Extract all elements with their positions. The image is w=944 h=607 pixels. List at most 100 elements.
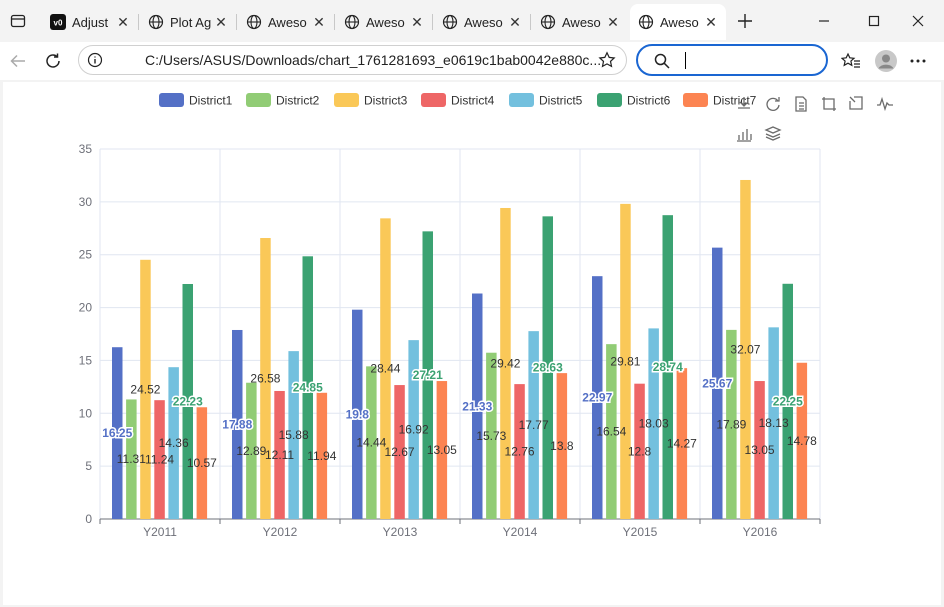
- bar-district1[interactable]: [232, 329, 243, 519]
- legend-label[interactable]: District2: [276, 94, 320, 108]
- tab-label: Aweso: [366, 14, 405, 30]
- legend-swatch[interactable]: [334, 93, 359, 107]
- bar-district1[interactable]: [592, 276, 603, 519]
- bar-district1[interactable]: [712, 247, 723, 520]
- data-label: 22.97: [582, 391, 612, 405]
- tab-close-icon[interactable]: ✕: [607, 13, 619, 30]
- more-button[interactable]: [903, 46, 933, 76]
- bar-chart-icon[interactable]: [737, 129, 752, 142]
- line-chart-icon[interactable]: [877, 96, 893, 112]
- tab-close-icon[interactable]: ✕: [705, 13, 717, 30]
- zoom-reset-icon[interactable]: [849, 96, 863, 110]
- bar-district4[interactable]: [274, 390, 285, 519]
- tab-close-icon[interactable]: ✕: [215, 13, 227, 30]
- browser-tab[interactable]: Aweso ✕: [434, 4, 530, 40]
- search-icon: [654, 53, 670, 69]
- y-tick-label: 35: [79, 142, 93, 156]
- bar-district6[interactable]: [302, 256, 314, 519]
- bar-district7[interactable]: [196, 407, 208, 519]
- browser-tab[interactable]: Aweso ✕: [532, 4, 628, 40]
- favorites-button[interactable]: [836, 46, 866, 76]
- bar-district4[interactable]: [394, 385, 405, 519]
- bar-district5[interactable]: [528, 331, 539, 519]
- favorite-star-icon[interactable]: [598, 51, 616, 69]
- bar-district6[interactable]: [782, 283, 794, 519]
- bar-district3[interactable]: [740, 179, 751, 519]
- browser-tab[interactable]: Aweso ✕: [630, 4, 726, 40]
- bar-district5[interactable]: [168, 367, 179, 519]
- data-label: 11.31: [117, 452, 146, 466]
- legend-label[interactable]: District5: [539, 94, 583, 108]
- maximize-button[interactable]: [857, 4, 891, 38]
- bar-district1[interactable]: [352, 309, 363, 519]
- bar-district2[interactable]: [126, 399, 137, 519]
- bar-district6[interactable]: [182, 283, 194, 519]
- bar-district3[interactable]: [380, 218, 391, 519]
- bar-district2[interactable]: [606, 344, 617, 519]
- bar-district7[interactable]: [796, 362, 808, 519]
- tab-actions-button[interactable]: [1, 4, 35, 38]
- bar-district7[interactable]: [436, 381, 448, 519]
- data-label: 11.24: [145, 453, 174, 467]
- bar-district3[interactable]: [620, 203, 631, 519]
- browser-tab[interactable]: Aweso ✕: [238, 4, 334, 40]
- browser-tab[interactable]: Aweso ✕: [336, 4, 432, 40]
- bar-district7[interactable]: [556, 373, 568, 519]
- legend-swatch[interactable]: [421, 93, 446, 107]
- bar-district5[interactable]: [768, 327, 779, 519]
- new-tab-button[interactable]: [728, 4, 762, 38]
- y-tick-label: 20: [79, 301, 93, 315]
- bar-district2[interactable]: [246, 382, 257, 519]
- search-box[interactable]: [636, 44, 828, 76]
- data-label: 12.76: [505, 445, 535, 459]
- bar-district4[interactable]: [514, 384, 525, 519]
- bar-district3[interactable]: [500, 207, 511, 519]
- bar-district6[interactable]: [542, 216, 554, 519]
- bar-district5[interactable]: [408, 340, 419, 519]
- bar-district4[interactable]: [754, 381, 765, 519]
- legend-swatch[interactable]: [246, 93, 271, 107]
- legend-swatch[interactable]: [159, 93, 184, 107]
- tab-close-icon[interactable]: ✕: [313, 13, 325, 30]
- address-bar[interactable]: C:/Users/ASUS/Downloads/chart_1761281693…: [78, 45, 627, 75]
- bar-district3[interactable]: [260, 238, 271, 520]
- tab-separator: [530, 14, 531, 30]
- bar-district5[interactable]: [288, 351, 299, 519]
- browser-tab[interactable]: v0 Adjust ✕: [42, 4, 138, 40]
- tab-close-icon[interactable]: ✕: [509, 13, 521, 30]
- bar-district6[interactable]: [662, 215, 674, 520]
- refresh-icon[interactable]: [766, 97, 780, 111]
- tab-close-icon[interactable]: ✕: [411, 13, 423, 30]
- legend-label[interactable]: District4: [451, 94, 495, 108]
- legend-swatch[interactable]: [683, 93, 708, 107]
- minimize-button[interactable]: [807, 4, 841, 38]
- profile-button[interactable]: [871, 46, 901, 76]
- refresh-button[interactable]: [38, 46, 68, 76]
- back-button[interactable]: [3, 46, 33, 76]
- stack-icon[interactable]: [764, 126, 782, 141]
- legend-label[interactable]: District6: [627, 94, 671, 108]
- bar-district2[interactable]: [726, 329, 737, 519]
- bar-district4[interactable]: [154, 400, 165, 519]
- browser-tab[interactable]: Plot Ag ✕: [140, 4, 236, 40]
- close-window-button[interactable]: [901, 4, 935, 38]
- legend-swatch[interactable]: [597, 93, 622, 107]
- bar-district2[interactable]: [486, 352, 497, 519]
- legend-label[interactable]: District7: [713, 94, 757, 108]
- zoom-icon[interactable]: [822, 97, 836, 111]
- bar-district6[interactable]: [422, 231, 434, 519]
- bar-district7[interactable]: [316, 392, 328, 519]
- bar-district7[interactable]: [676, 368, 688, 519]
- legend-swatch[interactable]: [509, 93, 534, 107]
- bar-district4[interactable]: [634, 383, 645, 519]
- bar-district1[interactable]: [472, 293, 483, 519]
- bar-district2[interactable]: [366, 366, 377, 519]
- data-view-icon[interactable]: [795, 96, 807, 112]
- legend-label[interactable]: District3: [364, 94, 408, 108]
- bar-district5[interactable]: [648, 328, 659, 519]
- legend-label[interactable]: District1: [189, 94, 233, 108]
- bar-district3[interactable]: [140, 259, 151, 519]
- tab-close-icon[interactable]: ✕: [117, 13, 129, 30]
- download-icon[interactable]: [738, 97, 750, 109]
- bar-district1[interactable]: [112, 347, 123, 519]
